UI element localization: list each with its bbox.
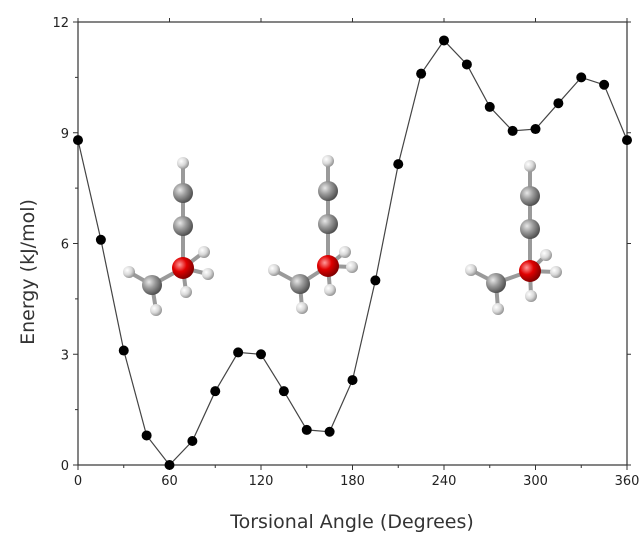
data-point <box>141 430 152 441</box>
x-tick-label: 180 <box>340 474 365 489</box>
y-axis-title: Energy (kJ/mol) <box>17 199 39 345</box>
data-point <box>461 59 472 70</box>
hydrogen-atom <box>202 268 214 280</box>
data-point <box>599 79 610 90</box>
data-point <box>187 436 198 447</box>
data-point <box>324 426 335 437</box>
data-point <box>576 72 587 83</box>
data-point <box>416 68 427 79</box>
hydrogen-atom <box>465 264 477 276</box>
carbon-atom <box>520 219 540 239</box>
hydrogen-atom <box>322 155 334 167</box>
conformer-2-icon <box>268 155 358 314</box>
y-tick-label: 3 <box>61 348 69 363</box>
data-point <box>256 349 266 360</box>
axes: 0 60 120 180 240 300 360 0 3 6 9 12 <box>52 16 639 489</box>
data-point <box>370 275 381 286</box>
x-axis-title: Torsional Angle (Degrees) <box>229 511 474 533</box>
hydrogen-atom <box>123 266 135 278</box>
data-point <box>622 135 632 146</box>
hydrogen-atom <box>180 286 192 298</box>
conformer-3-icon <box>465 160 562 315</box>
molecule-insets <box>123 155 562 316</box>
hydrogen-atom <box>198 246 210 258</box>
hydrogen-atom <box>346 261 358 273</box>
hydrogen-atom <box>540 249 552 261</box>
x-tick-label: 0 <box>74 474 82 489</box>
data-point <box>507 125 518 136</box>
hydrogen-atom <box>550 266 562 278</box>
x-tick-label: 240 <box>432 474 457 489</box>
hydrogen-atom <box>339 246 351 258</box>
data-point <box>210 386 221 397</box>
carbon-atom <box>173 216 193 236</box>
data-point <box>393 159 404 170</box>
data-point <box>233 347 244 358</box>
y-tick-label: 0 <box>61 459 69 474</box>
carbon-atom <box>520 186 540 206</box>
hydrogen-atom <box>296 302 308 314</box>
oxygen-atom <box>172 257 194 279</box>
hydrogen-atom <box>525 290 537 302</box>
x-tick-label: 360 <box>615 474 640 489</box>
carbon-atom <box>142 275 162 295</box>
carbon-atom <box>318 214 338 234</box>
hydrogen-atom <box>268 264 280 276</box>
hydrogen-atom <box>524 160 536 172</box>
oxygen-atom <box>317 255 339 277</box>
x-tick-label: 300 <box>523 474 548 489</box>
hydrogen-atom <box>177 157 189 169</box>
conformer-1-icon <box>123 157 214 316</box>
y-tick-label: 9 <box>61 127 69 142</box>
hydrogen-atom <box>324 284 336 296</box>
hydrogen-atom <box>150 304 162 316</box>
carbon-atom <box>290 274 310 294</box>
data-point <box>553 98 564 109</box>
carbon-atom <box>318 181 338 201</box>
data-point <box>278 386 289 397</box>
data-point <box>95 234 106 245</box>
data-point <box>118 345 129 356</box>
data-point <box>484 101 495 112</box>
energy-series <box>73 35 632 470</box>
data-point <box>347 375 358 386</box>
data-point <box>164 460 175 470</box>
x-tick-label: 60 <box>161 474 178 489</box>
oxygen-atom <box>519 260 541 282</box>
hydrogen-atom <box>492 303 504 315</box>
y-tick-label: 6 <box>61 238 69 253</box>
data-point <box>530 124 541 135</box>
carbon-atom <box>173 183 193 203</box>
data-point <box>73 135 83 146</box>
y-tick-label: 12 <box>52 16 69 31</box>
data-point <box>301 424 312 435</box>
carbon-atom <box>486 273 506 293</box>
plot-frame <box>77 21 628 466</box>
data-point <box>439 35 449 46</box>
x-tick-label: 120 <box>249 474 274 489</box>
